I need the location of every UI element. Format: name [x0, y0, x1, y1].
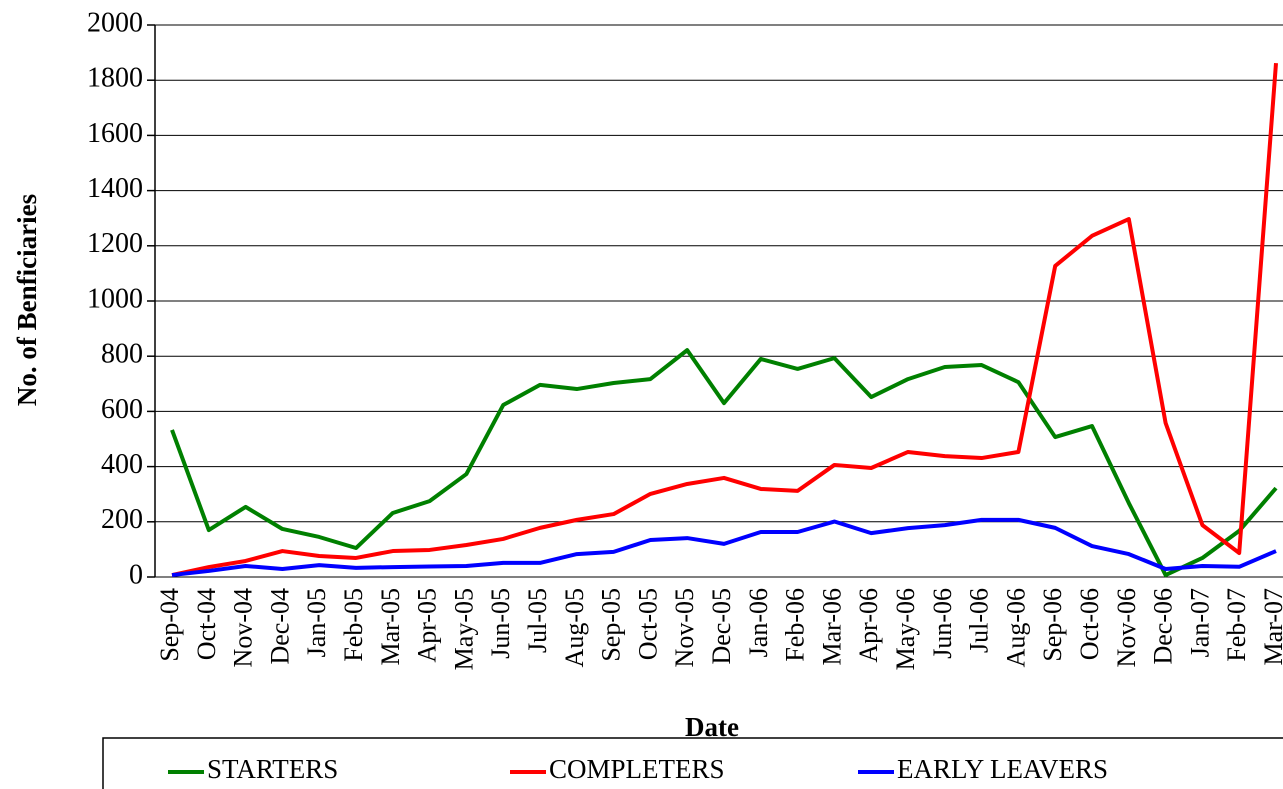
legend-label: STARTERS: [207, 754, 338, 784]
x-tick-label: Nov-06: [1112, 588, 1141, 667]
x-tick-label: Jan-05: [302, 588, 331, 657]
x-tick-label: Feb-07: [1222, 588, 1251, 662]
x-tick-label: Jul-06: [965, 588, 994, 653]
x-tick-label: Jan-07: [1185, 588, 1214, 657]
y-tick-label: 800: [101, 339, 143, 370]
y-tick-label: 400: [101, 449, 143, 480]
y-tick-label: 2000: [87, 7, 143, 38]
y-tick-label: 1600: [87, 118, 143, 149]
legend-label: COMPLETERS: [549, 754, 725, 784]
y-tick-label: 1000: [87, 283, 143, 314]
x-tick-label: Mar-07: [1259, 588, 1283, 665]
x-tick-label: Jan-06: [744, 588, 773, 657]
x-tick-label: Oct-04: [192, 588, 221, 660]
x-tick-label: Jul-05: [523, 588, 552, 653]
x-tick-label: Dec-05: [707, 588, 736, 665]
x-tick-label: Nov-04: [229, 588, 258, 667]
x-tick-label: Oct-06: [1075, 588, 1104, 660]
x-tick-label: Jun-06: [928, 588, 957, 659]
x-tick-label: Mar-05: [376, 588, 405, 665]
y-tick-label: 1200: [87, 228, 143, 259]
x-tick-label: Feb-05: [339, 588, 368, 662]
x-tick-label: May-06: [891, 588, 920, 670]
x-tick-label: Sep-05: [597, 588, 626, 662]
legend-box: [102, 737, 1283, 789]
x-axis-title: Date: [685, 712, 739, 742]
x-tick-label: Apr-06: [854, 588, 883, 663]
x-tick-label: Feb-06: [781, 588, 810, 662]
x-tick-label: Aug-06: [1001, 588, 1030, 667]
x-tick-label: May-05: [449, 588, 478, 670]
y-tick-label: 1800: [87, 63, 143, 94]
y-axis-title: No. of Benficiaries: [12, 194, 42, 406]
x-tick-label: Dec-04: [265, 588, 294, 665]
series-line: [171, 62, 1278, 578]
x-tick-label: Dec-06: [1149, 588, 1178, 665]
y-tick-label: 0: [129, 559, 143, 590]
y-tick-label: 600: [101, 394, 143, 425]
x-tick-label: Oct-05: [633, 588, 662, 660]
x-tick-label: Apr-05: [413, 588, 442, 663]
x-tick-label: Jun-05: [486, 588, 515, 659]
series-line: [171, 517, 1277, 578]
x-tick-label: Aug-05: [560, 588, 589, 667]
y-tick-label: 200: [101, 504, 143, 535]
x-tick-label: Sep-04: [155, 588, 184, 662]
y-tick-label: 1400: [87, 173, 143, 204]
series-line: [170, 348, 1278, 578]
x-tick-label: Sep-06: [1038, 588, 1067, 662]
x-tick-label: Nov-05: [670, 588, 699, 667]
x-tick-label: Mar-06: [817, 588, 846, 665]
legend-label: EARLY LEAVERS: [897, 754, 1108, 784]
